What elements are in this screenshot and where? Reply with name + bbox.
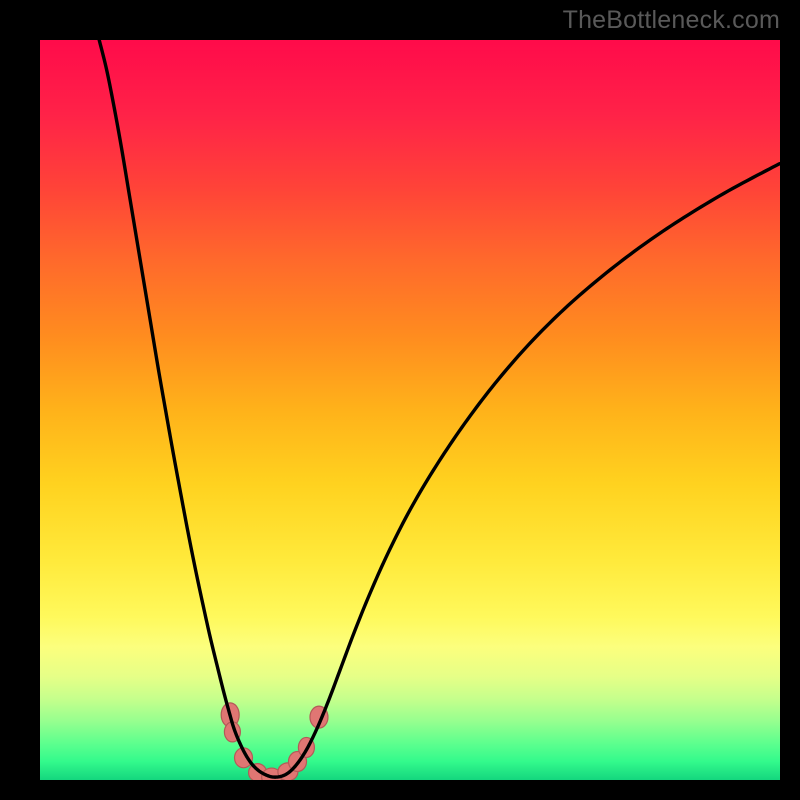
- bottleneck-chart: [40, 40, 780, 780]
- watermark-text: TheBottleneck.com: [563, 6, 780, 35]
- outer-frame: TheBottleneck.com: [0, 0, 800, 800]
- chart-panel: [40, 40, 780, 780]
- gradient-background: [40, 40, 780, 780]
